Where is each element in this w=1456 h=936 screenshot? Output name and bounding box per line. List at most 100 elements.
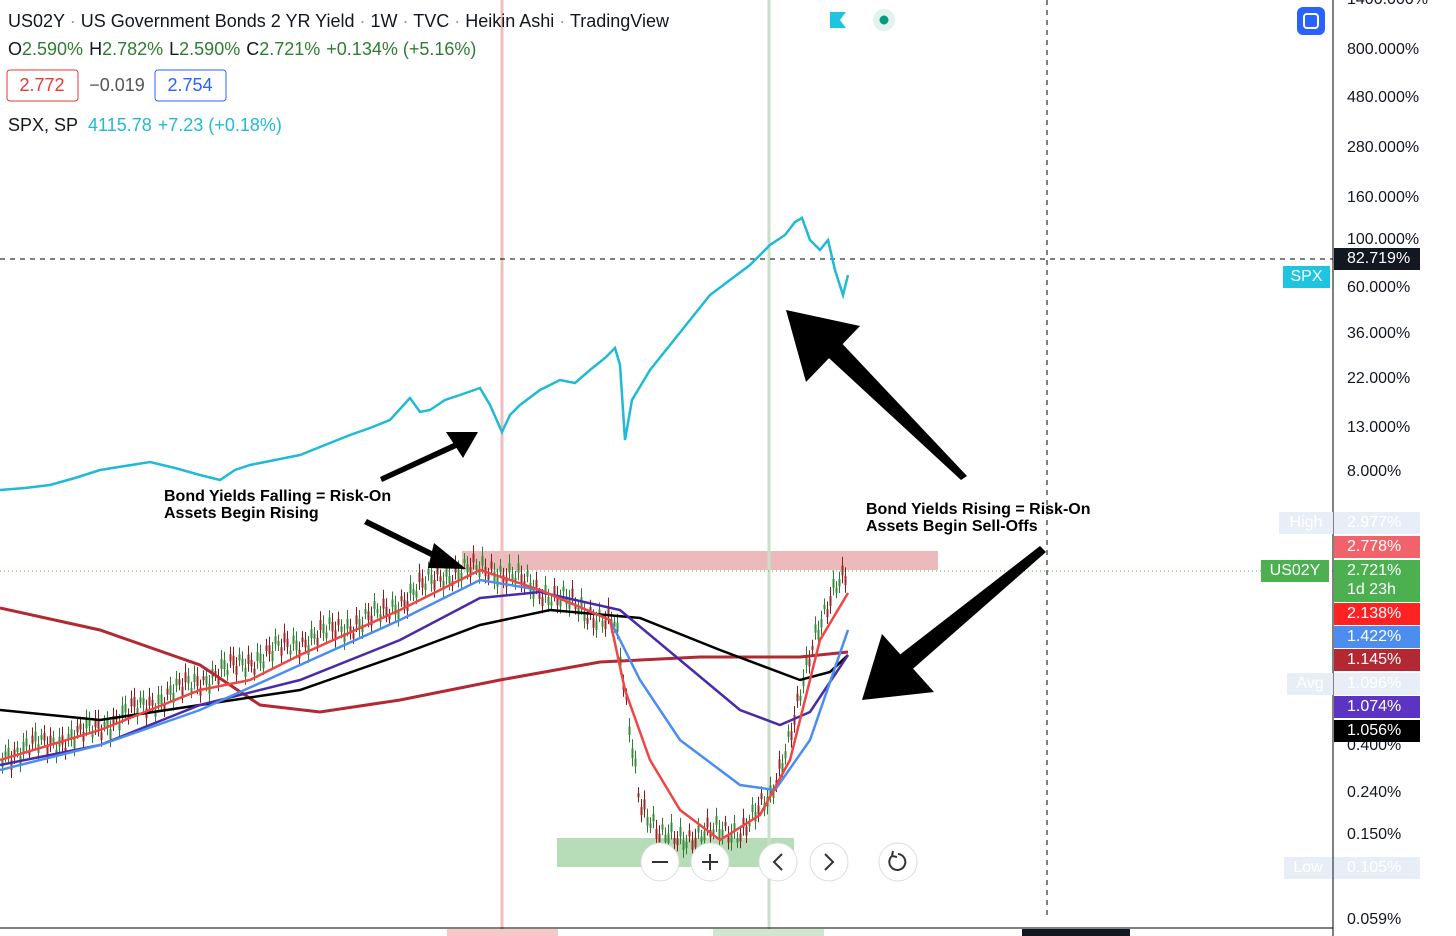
candle [595,620,598,631]
candle [73,738,76,749]
candle [265,645,268,651]
flag-icon[interactable] [830,12,846,28]
candle [316,637,319,646]
candle [187,675,190,684]
candle [319,620,322,630]
candle [664,834,667,843]
candle [604,619,607,630]
candle [802,677,805,687]
candle [118,722,121,731]
candle [331,621,334,632]
price-label-bg [1334,560,1420,602]
candle [739,833,742,842]
candle [199,687,202,696]
price-label-bg [1334,512,1420,534]
candle [151,699,154,706]
candle [85,718,88,729]
y-tick-label: 22.000% [1347,370,1410,387]
candle [193,673,196,683]
candle [343,632,346,643]
status-dot [879,15,889,25]
ma-200 [0,606,849,714]
price-tag: SPX [1290,268,1322,285]
candle [616,622,619,632]
countdown: 1d 23h [1347,581,1396,598]
annotation: Bond Yields Falling = Risk-On [164,488,391,505]
price-label-bg [1334,720,1420,742]
candle [505,577,508,587]
candle [67,733,70,741]
candle [697,825,700,833]
arrow [364,519,442,561]
y-tick-label: 0.059% [1347,911,1401,928]
candle [550,601,553,606]
candle [679,826,682,837]
candle [154,710,157,717]
candle [436,567,439,575]
candle [790,731,793,741]
candle [820,619,823,628]
candle [370,615,373,626]
candle [838,579,841,587]
arrow [893,546,1046,674]
candle [202,676,205,681]
arrows [364,310,1046,700]
candle [481,555,484,566]
candle [487,574,490,580]
y-tick-label: 280.000% [1347,139,1419,156]
candle [91,731,94,738]
candle [280,647,283,656]
candle [226,669,229,676]
candle [703,831,706,841]
price-tag-bg [1279,512,1333,534]
arrow [380,440,463,482]
candle [373,601,376,610]
candle [289,650,292,655]
candle [601,620,604,627]
arrow [428,543,466,569]
candle [643,799,646,810]
candle [7,747,10,757]
candle [526,571,529,577]
candle [364,609,367,614]
interval[interactable]: 1W [371,11,398,31]
layout-button[interactable] [1297,7,1325,35]
time-cursor [1022,929,1130,936]
candle [217,676,220,685]
candle [631,748,634,759]
candle [124,703,127,713]
candle [823,604,826,610]
candle [727,834,730,843]
candle [133,696,136,707]
candle [334,630,337,640]
candle [784,751,787,759]
price-label-bg [1334,857,1420,879]
scroll-right[interactable] [809,842,849,882]
scroll-left[interactable] [758,842,798,882]
arrow [818,336,967,480]
candle [598,609,601,616]
bid-box[interactable] [6,69,79,102]
candle [742,817,745,828]
candle [355,615,358,625]
candle [34,731,37,742]
candle [286,638,289,648]
candle [94,718,97,728]
y-tick-label: 100.000% [1347,231,1419,248]
candle [562,586,565,592]
price-label: 0.105% [1347,859,1401,876]
candle [28,750,31,755]
candle [808,658,811,667]
candle [745,826,748,836]
reset[interactable] [878,842,918,882]
candle [757,805,760,815]
candle [274,636,277,644]
candle [46,745,49,756]
candle [142,697,145,706]
layout-icon [1303,13,1319,29]
candle [178,679,181,685]
candle [718,828,721,839]
ask-box[interactable] [154,69,227,102]
candle [169,685,172,695]
